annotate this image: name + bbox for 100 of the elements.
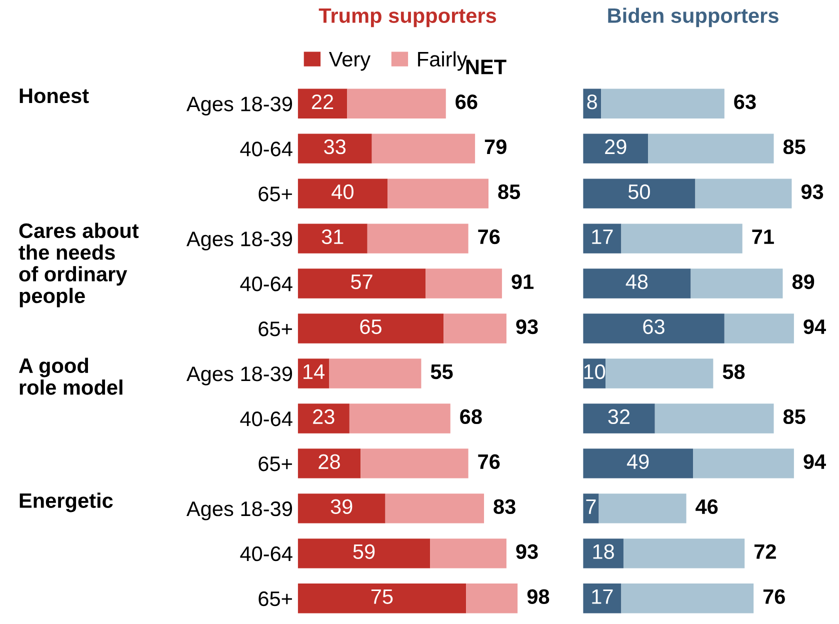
data-label: 14 — [304, 364, 325, 379]
data-label: 8 — [587, 94, 597, 110]
y-tick-label: 40-64 — [240, 142, 292, 156]
bar — [298, 88, 348, 118]
y-tick-label: Ages 18-39 — [186, 232, 292, 250]
data-label: 17 — [592, 589, 613, 604]
data-label: 18 — [593, 544, 614, 559]
data-label: 17 — [592, 230, 613, 244]
bar — [360, 448, 468, 478]
bar — [298, 224, 368, 254]
bar — [583, 178, 696, 208]
total-label: 91 — [512, 274, 534, 290]
y-tick-label: 65+ — [258, 591, 292, 606]
bar — [621, 584, 754, 614]
bar — [430, 538, 506, 568]
data-label: 22 — [312, 94, 334, 109]
total-label: 94 — [804, 454, 826, 470]
bar — [298, 268, 426, 298]
y-tick-label: 65+ — [258, 322, 292, 336]
total-label: 93 — [801, 184, 824, 200]
bar — [695, 178, 792, 208]
bar — [724, 314, 794, 344]
bar — [298, 404, 350, 434]
bar — [623, 538, 745, 568]
total-label: 85 — [498, 184, 520, 200]
total-label: 66 — [456, 94, 478, 110]
data-label: 48 — [626, 274, 648, 290]
data-label: 59 — [353, 544, 375, 559]
bar — [388, 178, 489, 208]
bar — [385, 494, 484, 524]
total-label: 76 — [478, 229, 500, 244]
bar — [598, 494, 686, 524]
total-label: 85 — [783, 409, 806, 424]
data-label: 75 — [371, 589, 393, 604]
data-label: 10 — [584, 364, 606, 380]
text: A good role model — [18, 358, 122, 395]
total-label: 71 — [752, 230, 774, 244]
data-label: 63 — [643, 319, 664, 334]
total-label: 89 — [792, 274, 814, 290]
y-tick-label: Ages 18-39 — [186, 501, 292, 520]
bar — [583, 134, 648, 164]
data-label: 29 — [605, 139, 626, 154]
total-label: 46 — [696, 499, 718, 514]
total-label: 55 — [430, 364, 453, 380]
bar — [298, 314, 444, 344]
data-label: 7 — [586, 499, 596, 514]
text: NET — [466, 60, 506, 74]
bar — [690, 268, 783, 298]
data-label: 33 — [324, 139, 346, 154]
legend-label: Very — [328, 52, 371, 71]
total-label: 98 — [527, 589, 550, 604]
bar — [426, 268, 502, 298]
bar — [583, 538, 624, 568]
bar — [601, 88, 724, 118]
bar — [298, 584, 466, 614]
bar — [444, 314, 506, 344]
total-label: 79 — [484, 139, 506, 154]
data-label: 39 — [330, 499, 352, 514]
bar — [298, 448, 361, 478]
bar — [367, 224, 468, 254]
bar — [606, 358, 714, 388]
bar — [583, 224, 622, 254]
total-label: 76 — [763, 589, 785, 604]
data-label: 28 — [318, 454, 340, 470]
data-label: 50 — [628, 184, 650, 200]
bar — [621, 224, 742, 254]
total-label: 93 — [516, 319, 538, 334]
bar — [298, 494, 386, 524]
text: Energetic — [20, 492, 113, 512]
data-label: 49 — [626, 454, 649, 470]
total-label: 93 — [516, 544, 538, 560]
data-label: 32 — [608, 409, 630, 424]
bar — [583, 404, 655, 434]
bar — [298, 134, 372, 164]
bar — [648, 134, 774, 164]
bar — [583, 314, 724, 344]
data-label: 65 — [360, 319, 382, 334]
data-label: 23 — [313, 409, 334, 424]
bar — [329, 358, 422, 388]
chart-title: Trump supporters — [318, 8, 496, 28]
bar — [583, 448, 694, 478]
data-label: 40 — [332, 184, 354, 200]
total-label: 85 — [783, 139, 806, 154]
bar — [466, 584, 518, 614]
bar — [372, 134, 476, 164]
text: Cares about the needs of ordinary people — [18, 222, 139, 308]
y-tick-label: 40-64 — [240, 546, 292, 562]
bar — [583, 494, 599, 524]
legend-label: Fairly — [418, 51, 468, 71]
total-label: 72 — [754, 544, 776, 559]
bar — [654, 404, 774, 434]
bar — [583, 268, 691, 298]
total-label: 83 — [494, 499, 516, 514]
bar — [298, 358, 330, 388]
chart-title: Biden supporters — [608, 8, 778, 28]
y-tick-label: 40-64 — [240, 276, 292, 292]
bar — [583, 584, 622, 614]
y-tick-label: Ages 18-39 — [186, 366, 292, 386]
total-label: 63 — [734, 94, 756, 110]
total-label: 94 — [804, 319, 826, 334]
